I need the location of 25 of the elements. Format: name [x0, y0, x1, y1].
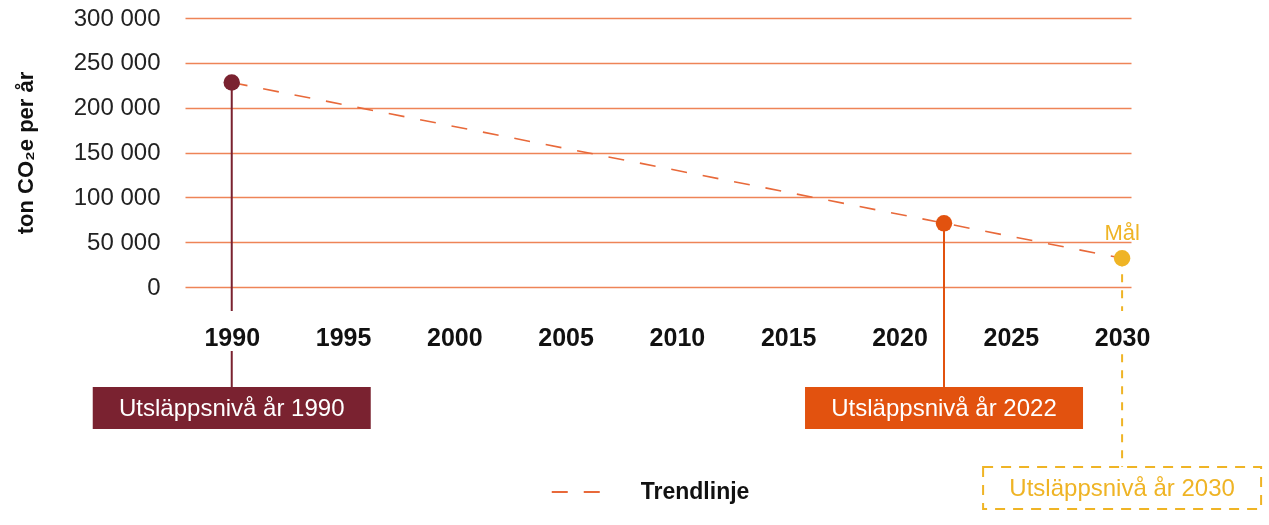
- ref-line-label: Utsläppsnivå år 2030: [1009, 474, 1235, 501]
- x-tick-label: 2020: [872, 322, 928, 351]
- y-tick-label: 0: [147, 272, 161, 300]
- x-tick-label: 2005: [538, 322, 595, 351]
- x-tick-label: 1990: [204, 322, 261, 351]
- x-tick-label: 2010: [649, 322, 706, 351]
- y-tick-label: 300 000: [73, 3, 161, 31]
- y-tick-label: 100 000: [73, 182, 161, 210]
- y-tick-label: 200 000: [73, 93, 161, 121]
- x-tick-label: 2025: [983, 322, 1040, 351]
- point: [1113, 250, 1131, 267]
- y-tick-label: 250 000: [73, 48, 161, 76]
- ref-line-label: Utsläppsnivå år 1990: [119, 394, 345, 421]
- y-tick-label: 50 000: [87, 227, 161, 255]
- point: [223, 74, 240, 91]
- x-tick-label: 2030: [1094, 322, 1151, 351]
- x-tick-label: 1995: [315, 322, 372, 351]
- ref-line-label: Utsläppsnivå år 2022: [831, 394, 1057, 421]
- x-tick-label: 2000: [427, 322, 483, 351]
- point: [935, 215, 953, 232]
- annotation: Mål: [1104, 220, 1140, 246]
- y-axis-title: ton CO₂e per år: [12, 71, 38, 235]
- x-tick-label: 2015: [760, 322, 817, 351]
- legend-label: Trendlinje: [640, 478, 750, 504]
- y-tick-label: 150 000: [73, 138, 161, 165]
